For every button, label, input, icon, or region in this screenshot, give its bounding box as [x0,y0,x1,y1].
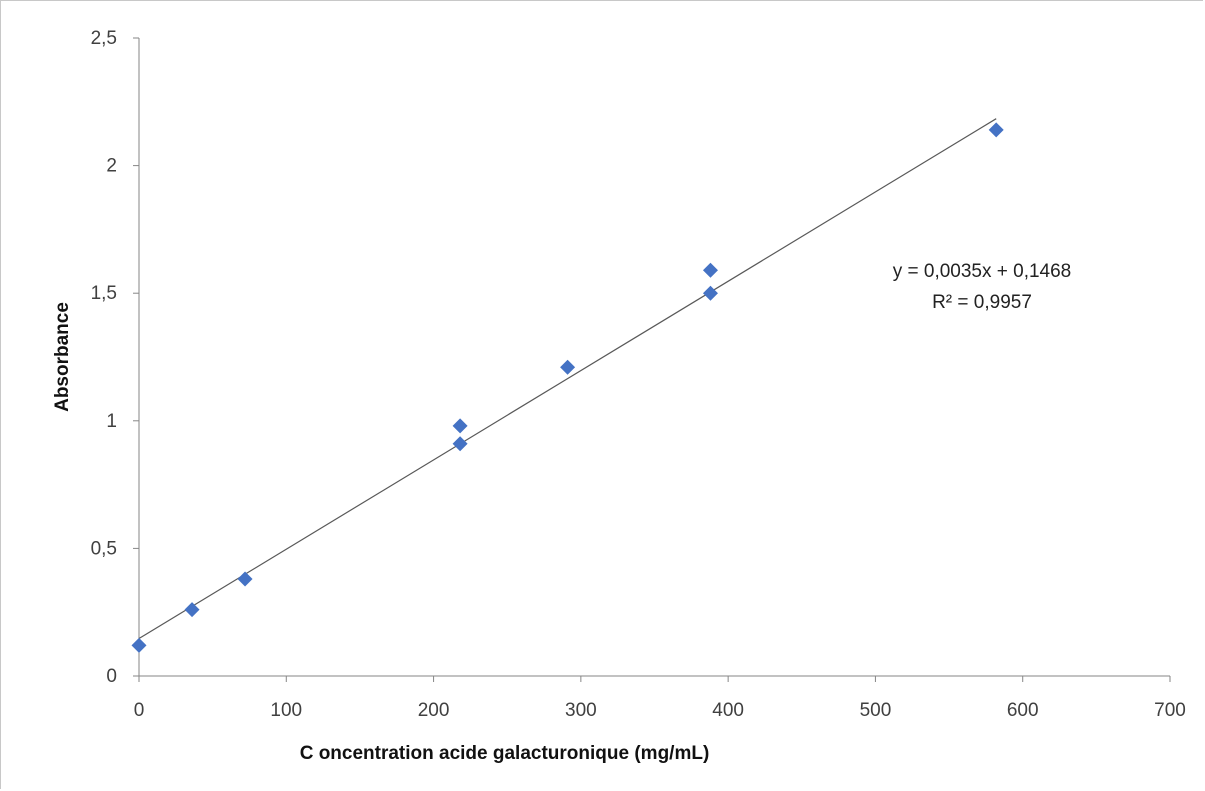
y-axis-ticks: 0 0,5 1 1,5 2 2,5 [91,28,139,687]
x-tick-label: 500 [860,700,892,721]
trendline-equation: y = 0,0035x + 0,1468 [893,261,1072,282]
y-tick-label: 0,5 [91,538,117,559]
x-tick-label: 100 [270,700,302,721]
data-point [560,359,576,375]
data-point [237,571,253,587]
x-tick-label: 400 [712,700,744,721]
y-tick-label: 2,5 [91,28,117,49]
data-points [131,122,1004,653]
y-tick-label: 2 [106,156,117,177]
trendline-r-squared: R² = 0,9957 [932,292,1032,313]
data-point [452,418,468,434]
x-tick-label: 0 [134,700,145,721]
data-point [131,637,147,653]
data-point [702,262,718,278]
data-point [702,285,718,301]
y-tick-label: 1,5 [91,283,117,304]
x-tick-label: 700 [1154,700,1186,721]
x-tick-label: 200 [418,700,450,721]
data-point [988,122,1004,138]
x-tick-label: 600 [1007,700,1039,721]
plot-area: 0 0,5 1 1,5 2 2,5 0 100 200 300 400 500 600 700 [91,28,1186,721]
y-axis-title: Absorbance [52,302,73,412]
trendline [138,118,997,640]
x-axis-title: C oncentration acide galacturonique (mg/… [300,743,710,764]
y-tick-label: 0 [106,666,117,687]
x-tick-label: 300 [565,700,597,721]
y-tick-label: 1 [106,411,117,432]
data-point [184,602,200,618]
data-point [452,436,468,452]
x-axis-ticks: 0 100 200 300 400 500 600 700 [134,676,1186,721]
